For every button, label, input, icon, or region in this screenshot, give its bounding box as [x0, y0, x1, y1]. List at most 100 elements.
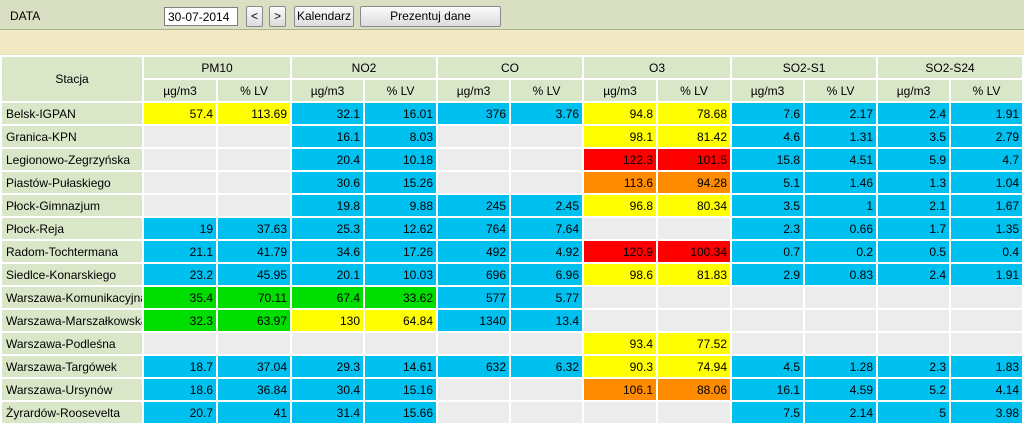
- value-cell: 81.42: [658, 126, 731, 147]
- value-cell: [438, 333, 510, 354]
- value-cell: 1.04: [951, 172, 1023, 193]
- station-name: Warszawa-Targówek: [2, 356, 142, 377]
- value-cell: 5.9: [878, 149, 950, 170]
- value-cell: 15.66: [365, 402, 437, 423]
- unit-header: % LV: [805, 80, 877, 101]
- value-cell: 3.5: [732, 195, 804, 216]
- pollutant-header: SO2-S24: [878, 57, 1023, 78]
- value-cell: 20.7: [144, 402, 216, 423]
- table-row: Warszawa-Targówek 18.7 37.04 29.3 14.61 632 6.…: [2, 356, 1023, 377]
- value-cell: 32.3: [144, 310, 216, 331]
- next-day-button[interactable]: >: [269, 6, 286, 27]
- value-cell: 80.34: [658, 195, 731, 216]
- value-cell: 113.69: [218, 103, 291, 124]
- station-name: Warszawa-Marszałkowska: [2, 310, 142, 331]
- value-cell: 1.67: [951, 195, 1023, 216]
- value-cell: [732, 310, 804, 331]
- table-row: Granica-KPN 16.1 8.03 98.1 81.42 4.6 1.31 3.5 2.…: [2, 126, 1023, 147]
- value-cell: 16.1: [292, 126, 364, 147]
- value-cell: [511, 379, 583, 400]
- table-row: Legionowo-Zegrzyńska 20.4 10.18 122.3 101.5 1…: [2, 149, 1023, 170]
- value-cell: 81.83: [658, 264, 731, 285]
- value-cell: 94.28: [658, 172, 731, 193]
- value-cell: 5.2: [878, 379, 950, 400]
- value-cell: 10.03: [365, 264, 437, 285]
- table-row: Płock-Gimnazjum 19.8 9.88 245 2.45 96.8 80.34 3…: [2, 195, 1023, 216]
- value-cell: 1.3: [878, 172, 950, 193]
- value-cell: 45.95: [218, 264, 291, 285]
- value-cell: [584, 287, 657, 308]
- value-cell: 67.4: [292, 287, 364, 308]
- value-cell: 29.3: [292, 356, 364, 377]
- value-cell: 90.3: [584, 356, 657, 377]
- value-cell: 2.4: [878, 264, 950, 285]
- value-cell: 492: [438, 241, 510, 262]
- unit-header: µg/m3: [438, 80, 510, 101]
- value-cell: 4.5: [732, 356, 804, 377]
- value-cell: [218, 149, 291, 170]
- show-data-button[interactable]: Prezentuj dane: [360, 6, 501, 27]
- value-cell: 6.32: [511, 356, 583, 377]
- value-cell: [144, 149, 216, 170]
- value-cell: 2.14: [805, 402, 877, 423]
- value-cell: 35.4: [144, 287, 216, 308]
- station-name: Legionowo-Zegrzyńska: [2, 149, 142, 170]
- value-cell: 3.76: [511, 103, 583, 124]
- date-label: DATA: [10, 9, 41, 23]
- value-cell: 632: [438, 356, 510, 377]
- previous-day-button[interactable]: <: [246, 6, 263, 27]
- value-cell: [951, 310, 1023, 331]
- value-cell: [438, 379, 510, 400]
- value-cell: 10.18: [365, 149, 437, 170]
- pollutant-header: SO2-S1: [732, 57, 877, 78]
- value-cell: 21.1: [144, 241, 216, 262]
- value-cell: 15.8: [732, 149, 804, 170]
- station-name: Płock-Reja: [2, 218, 142, 239]
- value-cell: 14.61: [365, 356, 437, 377]
- value-cell: [511, 172, 583, 193]
- value-cell: [218, 126, 291, 147]
- station-name: Warszawa-Podleśna: [2, 333, 142, 354]
- value-cell: 1.31: [805, 126, 877, 147]
- value-cell: 19: [144, 218, 216, 239]
- value-cell: 4.7: [951, 149, 1023, 170]
- value-cell: 7.64: [511, 218, 583, 239]
- value-cell: [878, 333, 950, 354]
- date-input[interactable]: [164, 7, 238, 26]
- value-cell: [951, 287, 1023, 308]
- value-cell: 34.6: [292, 241, 364, 262]
- unit-header: µg/m3: [144, 80, 216, 101]
- separator-band: [0, 30, 1024, 55]
- value-cell: 1.46: [805, 172, 877, 193]
- value-cell: 7.6: [732, 103, 804, 124]
- station-name: Granica-KPN: [2, 126, 142, 147]
- value-cell: 41: [218, 402, 291, 423]
- value-cell: 120.9: [584, 241, 657, 262]
- calendar-button[interactable]: Kalendarz: [294, 6, 354, 27]
- value-cell: 20.1: [292, 264, 364, 285]
- value-cell: 93.4: [584, 333, 657, 354]
- value-cell: 98.1: [584, 126, 657, 147]
- table-row: Płock-Reja 19 37.63 25.3 12.62 764 7.64 2.3 0.66…: [2, 218, 1023, 239]
- value-cell: 1.7: [878, 218, 950, 239]
- value-cell: [658, 287, 731, 308]
- value-cell: 1.91: [951, 264, 1023, 285]
- value-cell: 0.5: [878, 241, 950, 262]
- value-cell: 376: [438, 103, 510, 124]
- value-cell: 30.6: [292, 172, 364, 193]
- pollutant-header: PM10: [144, 57, 291, 78]
- value-cell: 2.17: [805, 103, 877, 124]
- value-cell: 37.04: [218, 356, 291, 377]
- value-cell: 1340: [438, 310, 510, 331]
- value-cell: 577: [438, 287, 510, 308]
- value-cell: [144, 126, 216, 147]
- pollutant-header: CO: [438, 57, 583, 78]
- value-cell: [218, 172, 291, 193]
- value-cell: [584, 402, 657, 423]
- unit-header: µg/m3: [584, 80, 657, 101]
- value-cell: [658, 218, 731, 239]
- value-cell: [438, 402, 510, 423]
- table-row: Radom-Tochtermana 21.1 41.79 34.6 17.26 492 4.…: [2, 241, 1023, 262]
- value-cell: [511, 126, 583, 147]
- value-cell: 19.8: [292, 195, 364, 216]
